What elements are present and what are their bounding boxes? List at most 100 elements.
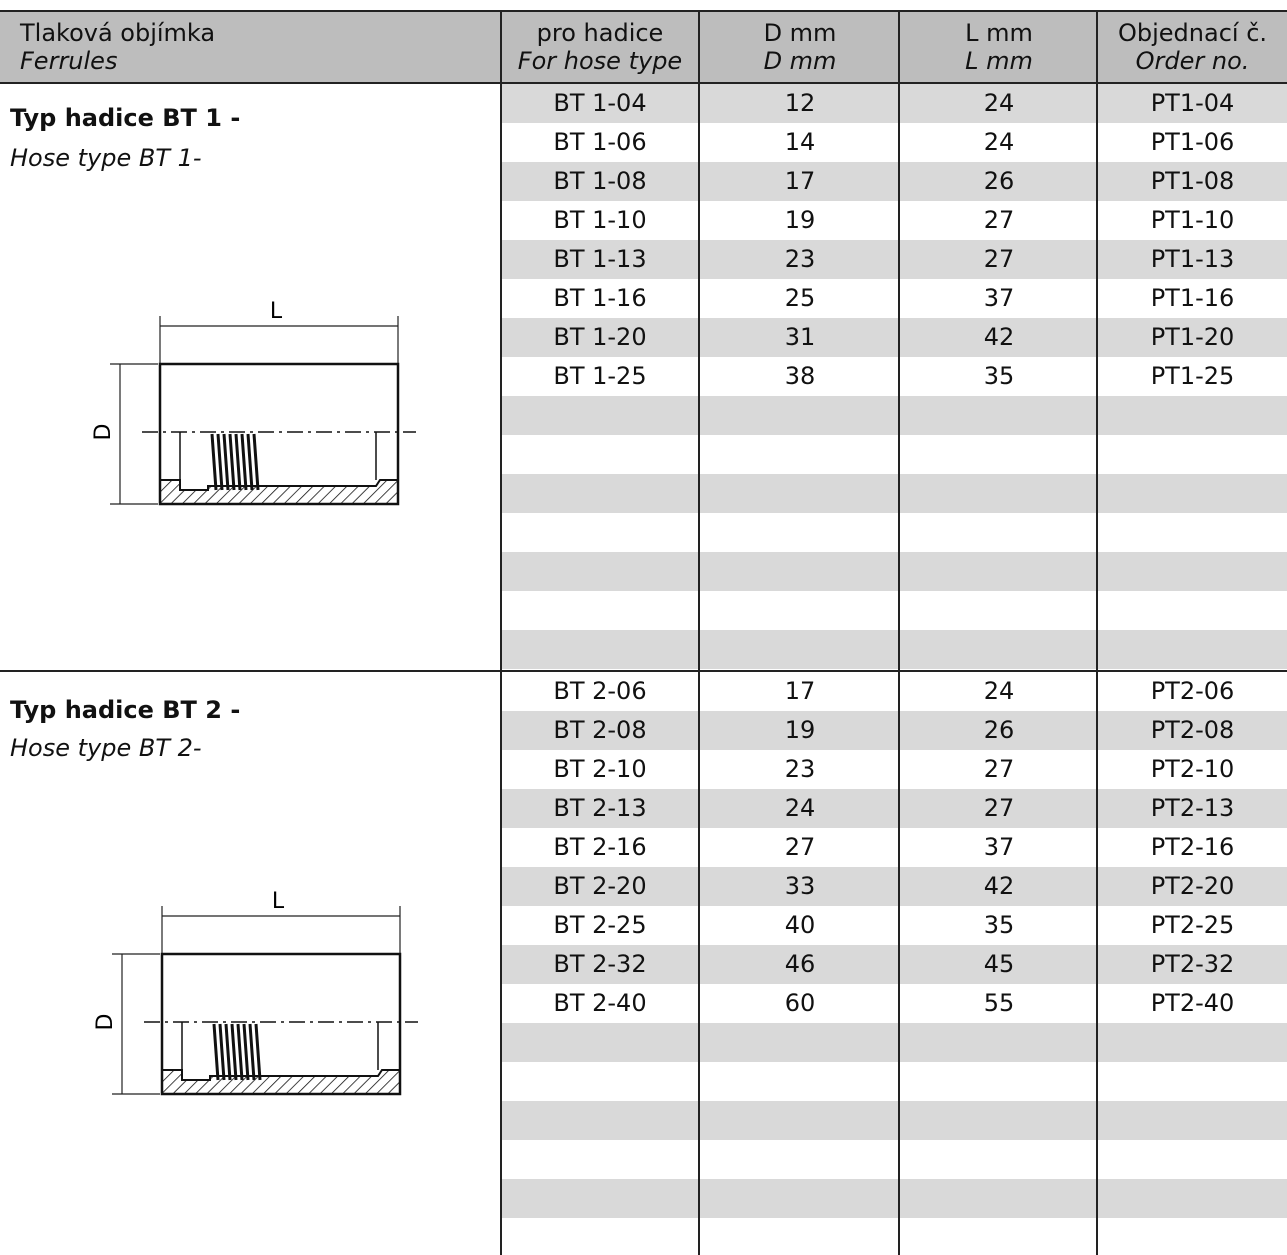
l-cell: 37 [983, 284, 1015, 312]
hose-cell: BT 1-20 [553, 323, 647, 351]
l-cell: 42 [983, 872, 1015, 900]
section-title-bt1: Typ hadice BT 1 - [10, 104, 241, 132]
d-cell: 23 [784, 245, 816, 273]
l-cell: 24 [983, 128, 1015, 156]
l-cell: 55 [983, 989, 1015, 1017]
l-cell: 45 [983, 950, 1015, 978]
hose-cell: BT 1-10 [553, 206, 647, 234]
column-divider [1096, 12, 1098, 1255]
d-cell: 19 [784, 716, 816, 744]
header-hose-type: pro hadice For hose type [500, 12, 700, 82]
order-cell: PT2-06 [1150, 677, 1235, 705]
order-cell: PT1-25 [1150, 362, 1235, 390]
hose-cell: BT 1-06 [553, 128, 647, 156]
order-cell: PT1-10 [1150, 206, 1235, 234]
order-cell: PT2-20 [1150, 872, 1235, 900]
hose-cell: BT 2-10 [553, 755, 647, 783]
hose-cell: BT 1-16 [553, 284, 647, 312]
header-l: L mm L mm [900, 12, 1098, 82]
stripe [500, 711, 1287, 750]
stripe [500, 240, 1287, 279]
l-cell: 37 [983, 833, 1015, 861]
l-cell: 27 [983, 755, 1015, 783]
d-cell: 14 [784, 128, 816, 156]
d-cell: 23 [784, 755, 816, 783]
stripe [500, 84, 1287, 123]
order-cell: PT2-25 [1150, 911, 1235, 939]
stripe [500, 396, 1287, 435]
l-cell: 24 [983, 677, 1015, 705]
header-l-cz: L mm [965, 19, 1033, 47]
table-top-rule [0, 10, 1287, 12]
d-cell: 40 [784, 911, 816, 939]
hose-cell: BT 1-04 [553, 89, 647, 117]
d-cell: 25 [784, 284, 816, 312]
section-subtitle-bt1: Hose type BT 1- [10, 144, 202, 172]
section-title-bt2: Typ hadice BT 2 - [10, 696, 241, 724]
d-cell: 27 [784, 833, 816, 861]
order-cell: PT2-08 [1150, 716, 1235, 744]
order-cell: PT1-16 [1150, 284, 1235, 312]
stripe [500, 945, 1287, 984]
l-cell: 27 [983, 206, 1015, 234]
dimension-label-l: L [272, 890, 285, 914]
dimension-label-d: D [93, 1014, 118, 1031]
header-hose-cz: pro hadice [536, 19, 664, 47]
d-cell: 17 [784, 167, 816, 195]
hose-cell: BT 2-25 [553, 911, 647, 939]
d-cell: 24 [784, 794, 816, 822]
order-cell: PT2-32 [1150, 950, 1235, 978]
stripe [500, 1023, 1287, 1062]
d-cell: 38 [784, 362, 816, 390]
section-subtitle-bt2: Hose type BT 2- [10, 734, 202, 762]
section-separator [0, 670, 1287, 672]
hose-cell: BT 2-40 [553, 989, 647, 1017]
hose-cell: BT 1-25 [553, 362, 647, 390]
hose-cell: BT 2-20 [553, 872, 647, 900]
column-divider [500, 12, 502, 1255]
header-l-en: L mm [965, 47, 1033, 75]
hose-cell: BT 1-13 [553, 245, 647, 273]
d-cell: 46 [784, 950, 816, 978]
order-cell: PT2-10 [1150, 755, 1235, 783]
header-ferrules-en: Ferrules [20, 47, 118, 75]
hose-cell: BT 2-16 [553, 833, 647, 861]
l-cell: 27 [983, 245, 1015, 273]
stripe [500, 1101, 1287, 1140]
header-bottom-rule [0, 82, 1287, 84]
header-order: Objednací č. Order no. [1098, 12, 1287, 82]
dimension-label-l: L [270, 300, 283, 324]
order-cell: PT1-06 [1150, 128, 1235, 156]
l-cell: 42 [983, 323, 1015, 351]
ferrule-drawing-bt2: L D [93, 890, 418, 1096]
hose-cell: BT 2-13 [553, 794, 647, 822]
header-d-cz: D mm [763, 19, 837, 47]
l-cell: 35 [983, 362, 1015, 390]
order-cell: PT2-13 [1150, 794, 1235, 822]
order-cell: PT1-20 [1150, 323, 1235, 351]
stripe [500, 630, 1287, 669]
stripe [500, 789, 1287, 828]
stripe [500, 162, 1287, 201]
order-cell: PT1-08 [1150, 167, 1235, 195]
l-cell: 26 [983, 167, 1015, 195]
l-cell: 24 [983, 89, 1015, 117]
d-cell: 19 [784, 206, 816, 234]
order-cell: PT2-40 [1150, 989, 1235, 1017]
order-cell: PT1-13 [1150, 245, 1235, 273]
stripe [500, 867, 1287, 906]
l-cell: 35 [983, 911, 1015, 939]
header-d-en: D mm [763, 47, 837, 75]
d-cell: 60 [784, 989, 816, 1017]
column-divider [898, 12, 900, 1255]
hose-cell: BT 1-08 [553, 167, 647, 195]
d-cell: 33 [784, 872, 816, 900]
header-ferrules: Tlaková objímka Ferrules [20, 12, 490, 82]
stripe [500, 474, 1287, 513]
header-hose-en: For hose type [517, 47, 683, 75]
d-cell: 17 [784, 677, 816, 705]
dimension-label-d: D [91, 424, 116, 441]
stripe [500, 552, 1287, 591]
l-cell: 27 [983, 794, 1015, 822]
d-cell: 31 [784, 323, 816, 351]
